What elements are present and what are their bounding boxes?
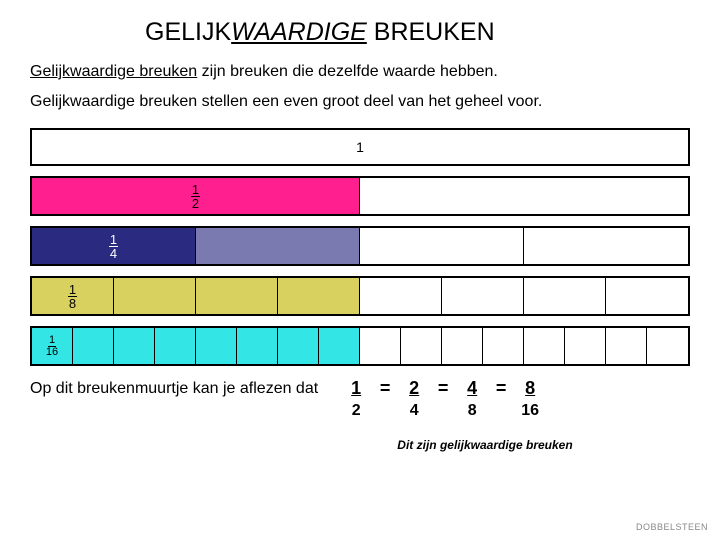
equation-numerators: 1=2=4=8	[338, 378, 548, 399]
equation-block: 1=2=4=8 24816	[338, 378, 548, 420]
wall-row-4: 14	[30, 226, 690, 266]
wall-cell	[278, 278, 360, 314]
eq-gap	[432, 402, 454, 420]
wall-row-2: 12	[30, 176, 690, 216]
intro-line-2: Gelijkwaardige breuken stellen een even …	[30, 91, 690, 113]
equals-sign: =	[490, 378, 512, 399]
fraction-label: 116	[45, 335, 59, 358]
eq-numerator: 8	[512, 378, 548, 399]
wall-cell: 14	[32, 228, 196, 264]
wall-cell	[196, 278, 278, 314]
bottom-section: Op dit breukenmuurtje kan je aflezen dat…	[30, 378, 690, 420]
fraction-label: 18	[68, 283, 77, 310]
whole-label: 1	[356, 140, 364, 154]
wall-cell	[442, 278, 524, 314]
caption: Dit zijn gelijkwaardige breuken	[30, 438, 690, 452]
wall-cell	[360, 178, 688, 214]
wall-cell	[401, 328, 442, 364]
wall-cell	[319, 328, 360, 364]
page-title: GELIJKWAARDIGE BREUKEN	[30, 18, 690, 47]
equation-denominators: 2 4 8 16	[338, 402, 548, 420]
intro-1-rest: zijn breuken die dezelfde waarde hebben.	[197, 63, 498, 80]
wall-row-16: 116	[30, 326, 690, 366]
fraction-label: 14	[109, 233, 118, 260]
title-underline: WAARDIGE	[231, 18, 367, 46]
equals-sign: =	[374, 378, 396, 399]
wall-cell	[524, 228, 688, 264]
wall-cell	[196, 328, 237, 364]
wall-cell: 18	[32, 278, 114, 314]
wall-cell	[442, 328, 483, 364]
wall-cell	[606, 328, 647, 364]
wall-cell	[565, 328, 606, 364]
wall-cell: 1	[32, 130, 688, 164]
wall-cell	[196, 228, 360, 264]
fraction-label: 12	[191, 183, 200, 210]
wall-cell	[73, 328, 114, 364]
wall-cell	[237, 328, 278, 364]
fraction-wall: 1 12 14 18 116	[30, 128, 690, 366]
eq-denominator: 8	[454, 402, 490, 420]
wall-cell	[360, 278, 442, 314]
intro-line-1: Gelijkwaardige breuken zijn breuken die …	[30, 61, 690, 83]
wall-cell	[606, 278, 688, 314]
intro-1-underlined: Gelijkwaardige breuken	[30, 63, 197, 80]
wall-cell	[278, 328, 319, 364]
wall-cell: 12	[32, 178, 360, 214]
title-prefix: GELIJK	[145, 18, 231, 46]
eq-gap	[490, 402, 512, 420]
title-suffix: BREUKEN	[367, 18, 495, 46]
wall-cell	[114, 278, 196, 314]
eq-gap	[374, 402, 396, 420]
wall-cell	[155, 328, 196, 364]
equals-sign: =	[432, 378, 454, 399]
wall-cell	[483, 328, 524, 364]
wall-cell	[360, 328, 401, 364]
eq-denominator: 4	[396, 402, 432, 420]
wall-cell	[524, 278, 606, 314]
wall-cell: 116	[32, 328, 73, 364]
wall-row-8: 18	[30, 276, 690, 316]
wall-cell	[524, 328, 565, 364]
wall-cell	[647, 328, 688, 364]
wall-cell	[114, 328, 155, 364]
logo-text: DOBBELSTEEN	[636, 522, 708, 532]
wall-row-1: 1	[30, 128, 690, 166]
eq-denominator: 2	[338, 402, 374, 420]
eq-numerator: 4	[454, 378, 490, 399]
eq-numerator: 2	[396, 378, 432, 399]
eq-numerator: 1	[338, 378, 374, 399]
wall-cell	[360, 228, 524, 264]
eq-denominator: 16	[512, 402, 548, 420]
bottom-text: Op dit breukenmuurtje kan je aflezen dat	[30, 378, 318, 398]
